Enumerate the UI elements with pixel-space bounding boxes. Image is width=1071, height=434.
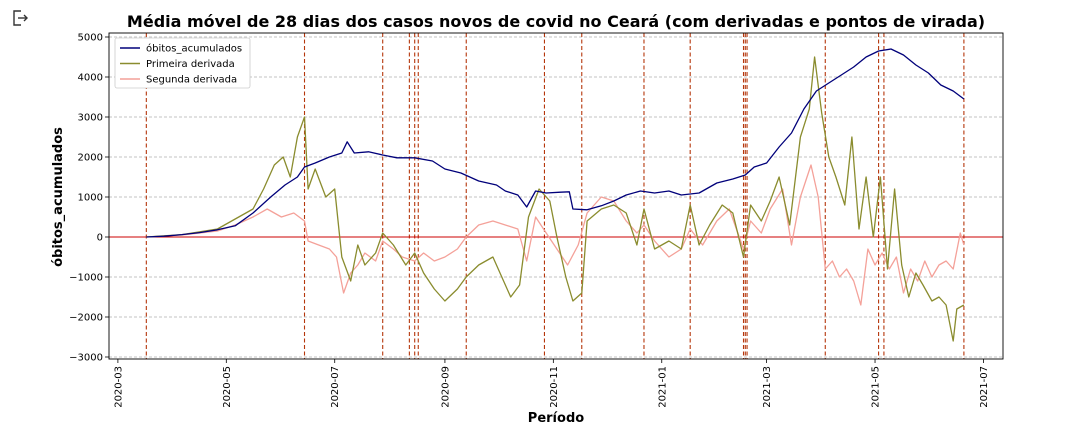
x-tick-label: 2021-05 xyxy=(871,366,882,408)
x-tick-label: 2021-07 xyxy=(979,366,990,408)
series-line-segunda-derivada xyxy=(146,164,965,306)
legend: óbitos_acumulados Primeira derivada Segund… xyxy=(114,37,251,89)
y-tick-label: 0 xyxy=(97,233,103,244)
y-tick-label: −2000 xyxy=(69,313,103,324)
chart-title: Média móvel de 28 dias dos casos novos d… xyxy=(127,12,985,31)
legend-label: Segunda derivada xyxy=(146,75,237,86)
series-line--bitos-acumulados xyxy=(146,48,965,238)
plot-frame xyxy=(108,32,1004,360)
series-lines xyxy=(146,48,965,342)
axes: −3000 −2000 −1000 0 1000 2000 3000 4000 5000 2020… xyxy=(69,32,1004,408)
x-tick-label: 2020-07 xyxy=(330,366,341,408)
y-axis-label: óbitos_acumulados xyxy=(51,127,66,267)
plot-area xyxy=(109,33,1003,359)
x-tick-label: 2020-03 xyxy=(113,366,124,408)
x-axis-label: Período xyxy=(528,411,584,426)
series-line-primeira-derivada xyxy=(146,56,965,342)
y-tick-label: 1000 xyxy=(78,193,103,204)
legend-label: Primeira derivada xyxy=(146,59,235,70)
x-tick-label: 2020-05 xyxy=(222,366,233,408)
x-tick-label: 2020-11 xyxy=(549,366,560,408)
y-tick-label: −1000 xyxy=(69,273,103,284)
turning-points xyxy=(145,33,965,359)
y-tick-label: 4000 xyxy=(78,73,103,84)
y-tick-label: 2000 xyxy=(78,153,103,164)
x-tick-label: 2021-03 xyxy=(762,366,773,408)
x-tick-label: 2021-01 xyxy=(657,366,668,408)
x-tick-label: 2020-09 xyxy=(440,366,451,408)
legend-label: óbitos_acumulados xyxy=(146,43,242,55)
legend-box xyxy=(114,37,251,89)
y-tick-label: −3000 xyxy=(69,353,103,364)
export-icon[interactable] xyxy=(12,9,30,27)
y-tick-label: 5000 xyxy=(78,33,103,44)
y-tick-label: 3000 xyxy=(78,113,103,124)
